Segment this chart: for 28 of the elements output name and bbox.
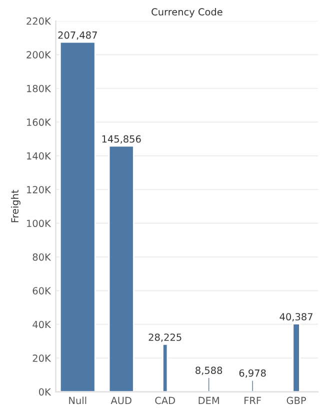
data-label: 207,487 bbox=[58, 31, 97, 40]
y-tick-label: 0K bbox=[38, 388, 52, 396]
y-tick-label: 20K bbox=[32, 354, 52, 362]
y-tick-label: 220K bbox=[26, 17, 52, 25]
chart-title: Currency Code bbox=[152, 8, 222, 18]
x-tick-label: Null bbox=[69, 396, 86, 404]
x-tick-label: FRF bbox=[244, 396, 261, 404]
data-label: 8,588 bbox=[196, 366, 222, 376]
bar bbox=[162, 343, 168, 392]
y-tick-label: 40K bbox=[32, 320, 52, 328]
data-label: 40,387 bbox=[280, 313, 312, 322]
data-label: 28,225 bbox=[148, 334, 182, 342]
y-tick-label: 180K bbox=[27, 84, 52, 92]
y-tick-label: 160K bbox=[27, 118, 52, 126]
y-tick-label: 140K bbox=[27, 152, 52, 160]
y-tick-label: 80K bbox=[32, 253, 52, 261]
y-tick-label: 120K bbox=[27, 186, 52, 194]
x-tick-label: CAD bbox=[155, 396, 175, 404]
data-label: 145,856 bbox=[102, 135, 141, 144]
bar bbox=[292, 322, 300, 392]
data-label: 6,978 bbox=[239, 369, 266, 378]
y-axis-title: Freight bbox=[11, 190, 20, 222]
y-tick-label: 60K bbox=[32, 287, 52, 294]
x-tick-label: DEM bbox=[198, 396, 219, 404]
x-tick-label: AUD bbox=[110, 396, 132, 404]
y-tick-label: 100K bbox=[27, 220, 52, 228]
x-tick-label: GBP bbox=[286, 396, 306, 404]
y-tick-label: 200K bbox=[26, 51, 52, 58]
